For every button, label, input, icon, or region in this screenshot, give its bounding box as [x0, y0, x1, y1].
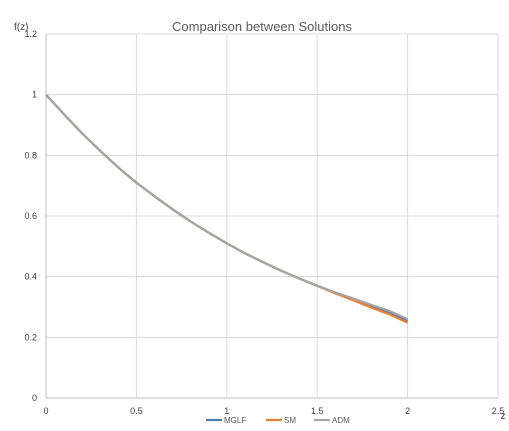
x-tick-label: 2 [405, 406, 410, 416]
series-lines [45, 93, 409, 324]
series-line-adm [45, 93, 409, 321]
y-tick-label: 0.8 [24, 150, 37, 160]
legend: MGLF SM ADM [206, 416, 350, 425]
y-tick-label: 1 [32, 90, 37, 100]
y-tick-label: 0.4 [24, 272, 37, 282]
y-tick-label: 1.2 [24, 29, 37, 39]
x-axis-label: z [501, 411, 506, 422]
x-tick-label: 1.5 [311, 406, 324, 416]
grid [46, 33, 499, 398]
legend-label-sm: SM [284, 416, 296, 425]
y-tick-label: 0.6 [24, 211, 37, 221]
x-tick-label: 0 [43, 406, 48, 416]
x-tick-label: 2.5 [492, 406, 505, 416]
axes [45, 34, 498, 399]
x-tick-label: 0.5 [130, 406, 143, 416]
y-tick-labels: 0 0.2 0.4 0.6 0.8 1 1.2 [24, 29, 37, 403]
legend-label-adm: ADM [332, 416, 350, 425]
x-tick-label: 1 [224, 406, 229, 416]
y-tick-label: 0.2 [24, 332, 37, 342]
legend-label-mglf: MGLF [224, 416, 246, 425]
chart-title: Comparison between Solutions [172, 19, 352, 34]
y-axis-label: f(z) [14, 22, 28, 33]
y-tick-label: 0 [32, 393, 37, 403]
x-tick-labels: 0 0.5 1 1.5 2 2.5 [43, 406, 504, 416]
